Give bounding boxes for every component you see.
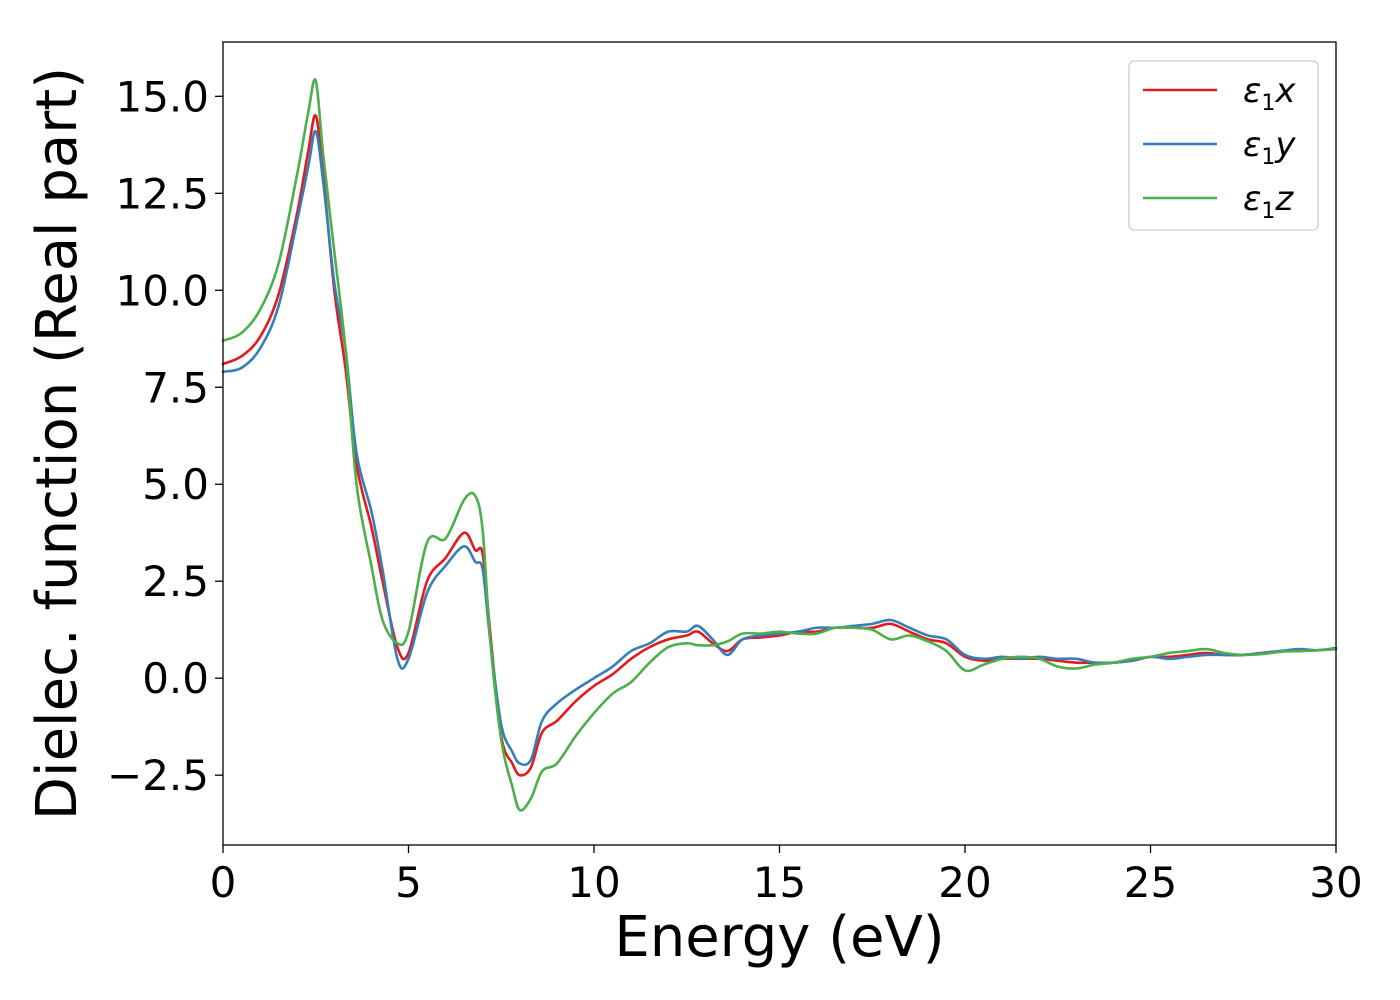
y-ticks: −2.5 0.0 2.5 5.0 7.5 10.0 12.5 15.0 bbox=[107, 72, 223, 800]
legend-box bbox=[1128, 60, 1319, 231]
legend-subscript: 1 bbox=[1261, 91, 1275, 116]
legend-label-y: ε1y bbox=[1243, 125, 1296, 170]
y-tick-label: 2.5 bbox=[142, 557, 209, 606]
x-tick-label: 20 bbox=[938, 858, 991, 907]
x-tick-label: 10 bbox=[567, 858, 620, 907]
x-tick-label: 0 bbox=[210, 858, 237, 907]
y-tick-label: −2.5 bbox=[107, 751, 209, 800]
legend-subscript: 1 bbox=[1261, 199, 1275, 224]
x-ticks: 0 5 10 15 20 25 30 bbox=[210, 845, 1363, 907]
legend-variable: x bbox=[1274, 71, 1296, 111]
y-tick-label: 7.5 bbox=[142, 363, 209, 412]
y-axis-label: Dielec. function (Real part) bbox=[25, 67, 90, 820]
legend-subscript: 1 bbox=[1261, 145, 1275, 170]
legend-label-x: ε1x bbox=[1243, 71, 1296, 116]
y-tick-label: 5.0 bbox=[142, 460, 209, 509]
series-line-z bbox=[221, 78, 1338, 812]
y-tick-label: 10.0 bbox=[115, 266, 209, 315]
series-layer bbox=[221, 78, 1338, 812]
legend-symbol: ε bbox=[1243, 179, 1261, 219]
x-tick-label: 25 bbox=[1124, 858, 1177, 907]
x-tick-label: 5 bbox=[395, 858, 422, 907]
legend-symbol: ε bbox=[1243, 125, 1261, 165]
x-tick-label: 15 bbox=[753, 858, 806, 907]
legend-label-z: ε1z bbox=[1243, 179, 1294, 224]
y-tick-label: 0.0 bbox=[142, 654, 209, 703]
y-tick-label: 12.5 bbox=[115, 169, 209, 218]
legend-symbol: ε bbox=[1243, 71, 1261, 111]
legend-variable: z bbox=[1274, 179, 1294, 219]
x-tick-label: 30 bbox=[1309, 858, 1362, 907]
x-axis-label: Energy (eV) bbox=[614, 905, 944, 970]
legend-variable: y bbox=[1274, 125, 1296, 165]
y-tick-label: 15.0 bbox=[115, 72, 209, 121]
